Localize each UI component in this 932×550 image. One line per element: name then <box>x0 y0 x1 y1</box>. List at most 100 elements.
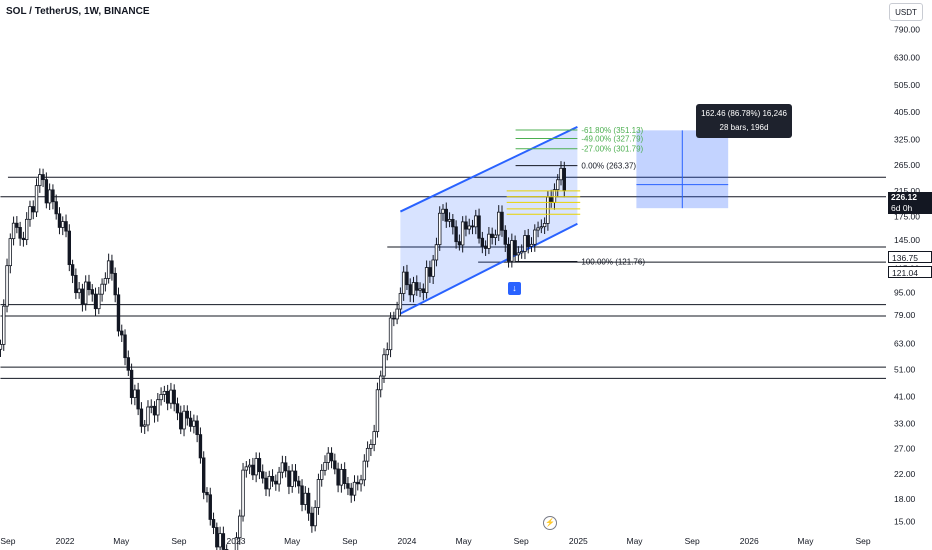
measure-tooltip-duration: 28 bars, 196d <box>719 123 769 132</box>
candle-body <box>133 389 137 398</box>
candle-body <box>516 252 521 256</box>
down-arrow-icon[interactable]: ↓ <box>508 282 521 295</box>
candle-body <box>477 215 481 239</box>
candle-body <box>415 282 419 291</box>
candle-body <box>392 317 396 320</box>
candle-body <box>556 179 560 191</box>
time-axis[interactable]: Sep 2022 May Sep 2023 May Sep 2024 May Sep 2025 May… <box>0 536 870 546</box>
candle-body <box>175 403 180 414</box>
candle-body <box>362 460 367 481</box>
candle-body <box>303 492 308 505</box>
candle-body <box>274 480 278 485</box>
current-price-value: 226.12 <box>891 192 917 202</box>
y-tick-label: 630.00 <box>894 52 920 62</box>
candle-body <box>218 533 222 548</box>
candle-body <box>83 281 88 305</box>
candle-body <box>61 221 65 228</box>
candle-body <box>267 475 271 490</box>
candle-body <box>106 260 111 279</box>
candle-body <box>241 469 245 517</box>
candle-body <box>149 405 153 408</box>
candle-body <box>483 245 488 249</box>
candle-body <box>293 470 298 482</box>
candle-body <box>280 462 285 473</box>
y-tick-label: 505.00 <box>894 80 920 90</box>
candle-body <box>211 519 216 528</box>
candle-body <box>549 196 553 203</box>
candle-body <box>156 399 160 416</box>
candle-body <box>546 196 550 224</box>
candle-body <box>346 483 350 489</box>
bar-countdown: 6d 0h <box>891 203 913 213</box>
y-tick-label: 790.00 <box>894 24 920 34</box>
candle-body <box>70 264 75 276</box>
candle-body <box>198 434 203 459</box>
x-tick-label: 2026 <box>740 536 759 546</box>
candle-body <box>454 226 458 243</box>
candle-body <box>283 462 288 472</box>
candle-body <box>34 185 39 213</box>
currency-button[interactable]: USDT <box>889 3 923 21</box>
candle-body <box>188 417 193 427</box>
candle-body <box>493 234 498 238</box>
replay-icon[interactable]: ⚡ <box>543 516 557 530</box>
fib-label: -61.80% (351.13) <box>581 126 643 135</box>
candle-body <box>382 354 386 377</box>
candle-body <box>339 469 344 486</box>
candle-body <box>552 189 557 203</box>
candle-body <box>87 281 91 290</box>
candle-body <box>100 283 104 295</box>
candle-body <box>510 240 514 262</box>
candle-body <box>359 479 363 485</box>
candle-body <box>497 211 501 236</box>
candle-body <box>215 527 219 548</box>
candle-body <box>460 221 465 246</box>
candle-body <box>221 533 226 550</box>
candle-body <box>457 241 462 246</box>
candle-body <box>192 420 196 427</box>
candle-body <box>172 389 176 405</box>
x-tick-label: 2024 <box>397 536 416 546</box>
candle-body <box>474 215 478 228</box>
candle-body <box>519 251 524 254</box>
candle-body <box>388 317 393 351</box>
candle-body <box>487 233 491 249</box>
candle-body <box>38 174 42 187</box>
price-level-tag-2: 121.04 <box>888 266 932 278</box>
candle-body <box>205 491 209 496</box>
candle-body <box>352 481 357 496</box>
y-tick-label: 145.00 <box>894 235 920 245</box>
y-tick-label: 18.00 <box>894 494 916 504</box>
candle-body <box>356 481 360 485</box>
candle-body <box>526 235 530 247</box>
candle-body <box>74 274 78 294</box>
candle-body <box>18 227 22 239</box>
horizontal-levels <box>0 176 886 379</box>
candle-body <box>44 179 49 204</box>
candle-body <box>418 288 422 291</box>
y-tick-label: 63.00 <box>894 338 916 348</box>
candle-body <box>136 389 140 410</box>
candle-body <box>441 208 445 214</box>
x-tick-label: May <box>456 536 473 546</box>
candle-body <box>405 271 409 286</box>
candle-body <box>480 237 485 247</box>
candle-body <box>559 167 563 181</box>
candle-body <box>179 412 183 430</box>
candle-body <box>438 212 442 246</box>
x-tick-label: Sep <box>0 536 15 546</box>
candle-body <box>326 452 330 463</box>
candle-body <box>57 213 62 228</box>
drawings <box>399 125 729 315</box>
candle-body <box>297 480 301 487</box>
candle-body <box>80 288 85 305</box>
candle-body <box>162 390 167 395</box>
candle-body <box>336 468 340 486</box>
candle-body <box>424 267 429 293</box>
candle-body <box>277 471 281 485</box>
candle-body <box>529 243 534 247</box>
candle-body <box>146 406 150 426</box>
candle-body <box>0 344 3 350</box>
candle-body <box>126 357 131 371</box>
